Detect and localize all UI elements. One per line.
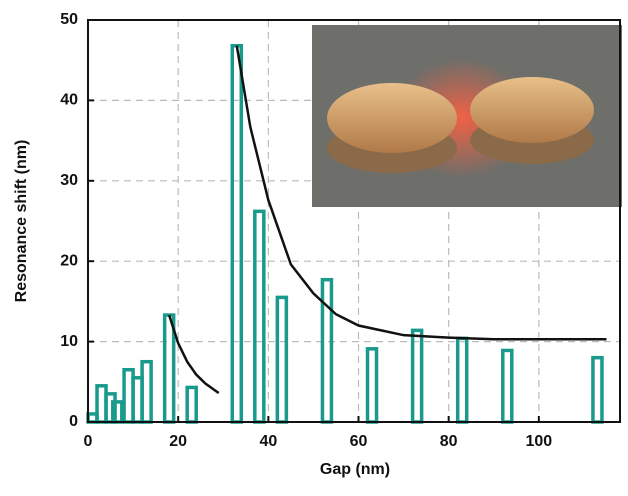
x-tick-label: 60 <box>350 433 368 450</box>
bar <box>140 359 153 424</box>
x-tick-label: 20 <box>169 433 187 450</box>
x-tick-label: 100 <box>525 433 552 450</box>
y-tick-label: 40 <box>60 92 78 109</box>
y-tick-label: 10 <box>60 333 78 350</box>
bar <box>365 347 379 424</box>
bar <box>455 336 469 424</box>
bar <box>501 348 514 424</box>
y-tick-label: 30 <box>60 172 78 189</box>
bar <box>275 295 289 424</box>
y-axis-label: Resonance shift (nm) <box>13 140 30 303</box>
bar <box>230 43 244 424</box>
bar <box>320 277 334 424</box>
fit-line <box>235 45 607 341</box>
x-tick-label: 40 <box>259 433 277 450</box>
bar <box>253 209 266 424</box>
plot-frame <box>87 19 621 423</box>
y-tick-label: 0 <box>69 413 78 430</box>
bar <box>591 355 604 424</box>
bar <box>410 328 424 424</box>
x-tick-label: 80 <box>440 433 458 450</box>
bar <box>111 400 124 424</box>
bar <box>162 313 176 424</box>
fit-line <box>167 314 220 395</box>
x-axis-label: Gap (nm) <box>320 461 390 478</box>
y-tick-label: 50 <box>60 11 78 28</box>
bar <box>185 385 198 424</box>
x-tick-label: 0 <box>84 433 93 450</box>
inset-image <box>312 25 622 207</box>
y-tick-label: 20 <box>60 252 78 269</box>
